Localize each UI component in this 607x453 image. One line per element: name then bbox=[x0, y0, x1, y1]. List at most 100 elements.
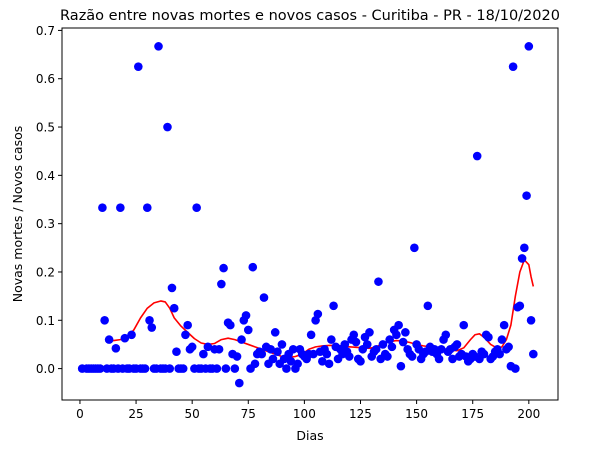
data-point bbox=[237, 335, 246, 344]
y-tick-label: 0.6 bbox=[36, 72, 55, 86]
data-point bbox=[318, 357, 327, 366]
data-point bbox=[472, 151, 482, 161]
data-point bbox=[344, 352, 354, 361]
data-point bbox=[484, 332, 493, 342]
data-point bbox=[452, 340, 462, 349]
data-point bbox=[293, 359, 302, 369]
y-axis: 0.0 0.1 0.2 0.3 0.4 0.5 0.6 0.7 bbox=[36, 24, 62, 376]
data-point bbox=[203, 342, 213, 352]
data-point bbox=[504, 342, 513, 352]
data-point bbox=[383, 352, 392, 361]
data-point bbox=[127, 330, 136, 340]
data-point bbox=[266, 344, 276, 354]
data-point bbox=[401, 328, 410, 337]
data-point bbox=[396, 361, 406, 371]
data-point bbox=[199, 349, 208, 359]
data-point bbox=[270, 328, 280, 337]
data-point bbox=[497, 335, 507, 344]
data-point bbox=[181, 330, 190, 340]
data-point bbox=[248, 262, 258, 272]
data-point bbox=[219, 263, 228, 273]
data-point bbox=[232, 352, 242, 361]
data-point bbox=[134, 62, 143, 71]
data-point bbox=[257, 349, 267, 359]
data-point bbox=[520, 243, 529, 253]
data-point bbox=[515, 301, 525, 311]
data-point bbox=[309, 349, 318, 359]
data-point bbox=[288, 344, 298, 354]
data-point bbox=[387, 342, 397, 352]
data-point bbox=[217, 279, 226, 289]
data-point bbox=[434, 354, 444, 364]
data-point bbox=[511, 364, 520, 373]
data-point bbox=[98, 203, 107, 213]
data-point bbox=[116, 203, 125, 213]
data-point bbox=[385, 335, 394, 344]
y-axis-label: Novas mortes / Novos casos bbox=[10, 126, 25, 303]
data-point bbox=[423, 301, 433, 311]
y-tick-label: 0.0 bbox=[36, 362, 55, 376]
data-point bbox=[499, 320, 509, 330]
data-point bbox=[392, 330, 401, 340]
x-tick-label: 25 bbox=[128, 407, 143, 421]
data-point bbox=[104, 335, 114, 344]
x-axis-label: Dias bbox=[296, 428, 323, 443]
data-point bbox=[407, 352, 417, 361]
y-tick-label: 0.3 bbox=[36, 217, 55, 231]
x-tick-label: 100 bbox=[293, 407, 316, 421]
data-point bbox=[167, 283, 177, 293]
data-point bbox=[192, 203, 201, 213]
data-point bbox=[340, 340, 350, 349]
data-point bbox=[398, 337, 408, 347]
data-point bbox=[221, 364, 231, 373]
data-point bbox=[111, 344, 121, 353]
data-point bbox=[230, 364, 240, 373]
data-point bbox=[436, 344, 446, 354]
x-tick-label: 75 bbox=[241, 407, 256, 421]
x-tick-label: 150 bbox=[405, 407, 428, 421]
data-point bbox=[374, 277, 383, 286]
chart-title: Razão entre novas mortes e novos casos -… bbox=[60, 8, 560, 24]
data-point bbox=[329, 301, 338, 311]
data-point bbox=[165, 364, 175, 373]
data-point bbox=[351, 337, 361, 347]
data-point bbox=[250, 359, 260, 369]
data-point bbox=[324, 359, 334, 369]
data-point bbox=[147, 323, 157, 332]
data-point bbox=[508, 62, 518, 71]
data-point bbox=[212, 364, 222, 373]
data-point bbox=[349, 330, 359, 340]
y-tick-label: 0.7 bbox=[36, 24, 55, 38]
data-point bbox=[273, 347, 282, 356]
y-tick-label: 0.4 bbox=[36, 169, 55, 183]
data-point bbox=[169, 303, 179, 313]
x-tick-label: 200 bbox=[517, 407, 540, 421]
x-tick-label: 125 bbox=[349, 407, 372, 421]
y-tick-label: 0.1 bbox=[36, 314, 55, 328]
data-point bbox=[495, 349, 504, 359]
data-point bbox=[226, 320, 235, 330]
data-point bbox=[140, 364, 150, 373]
data-point bbox=[214, 344, 224, 354]
data-point bbox=[479, 349, 489, 359]
data-point bbox=[282, 364, 291, 373]
data-point bbox=[241, 311, 251, 320]
data-point bbox=[524, 42, 534, 51]
data-point bbox=[394, 320, 403, 330]
data-point bbox=[356, 357, 365, 366]
data-point bbox=[306, 330, 316, 340]
data-point bbox=[187, 342, 197, 352]
data-point bbox=[459, 320, 469, 330]
y-tick-label: 0.5 bbox=[36, 121, 55, 135]
data-point bbox=[120, 333, 130, 343]
data-point bbox=[365, 328, 374, 337]
data-point bbox=[178, 364, 188, 373]
data-point bbox=[371, 344, 381, 354]
x-tick-label: 0 bbox=[76, 407, 84, 421]
data-point bbox=[145, 315, 154, 325]
x-axis: 0 25 50 75 100 125 150 175 200 bbox=[76, 400, 540, 421]
data-point bbox=[243, 325, 253, 335]
data-point bbox=[100, 315, 109, 325]
data-point bbox=[529, 349, 538, 359]
